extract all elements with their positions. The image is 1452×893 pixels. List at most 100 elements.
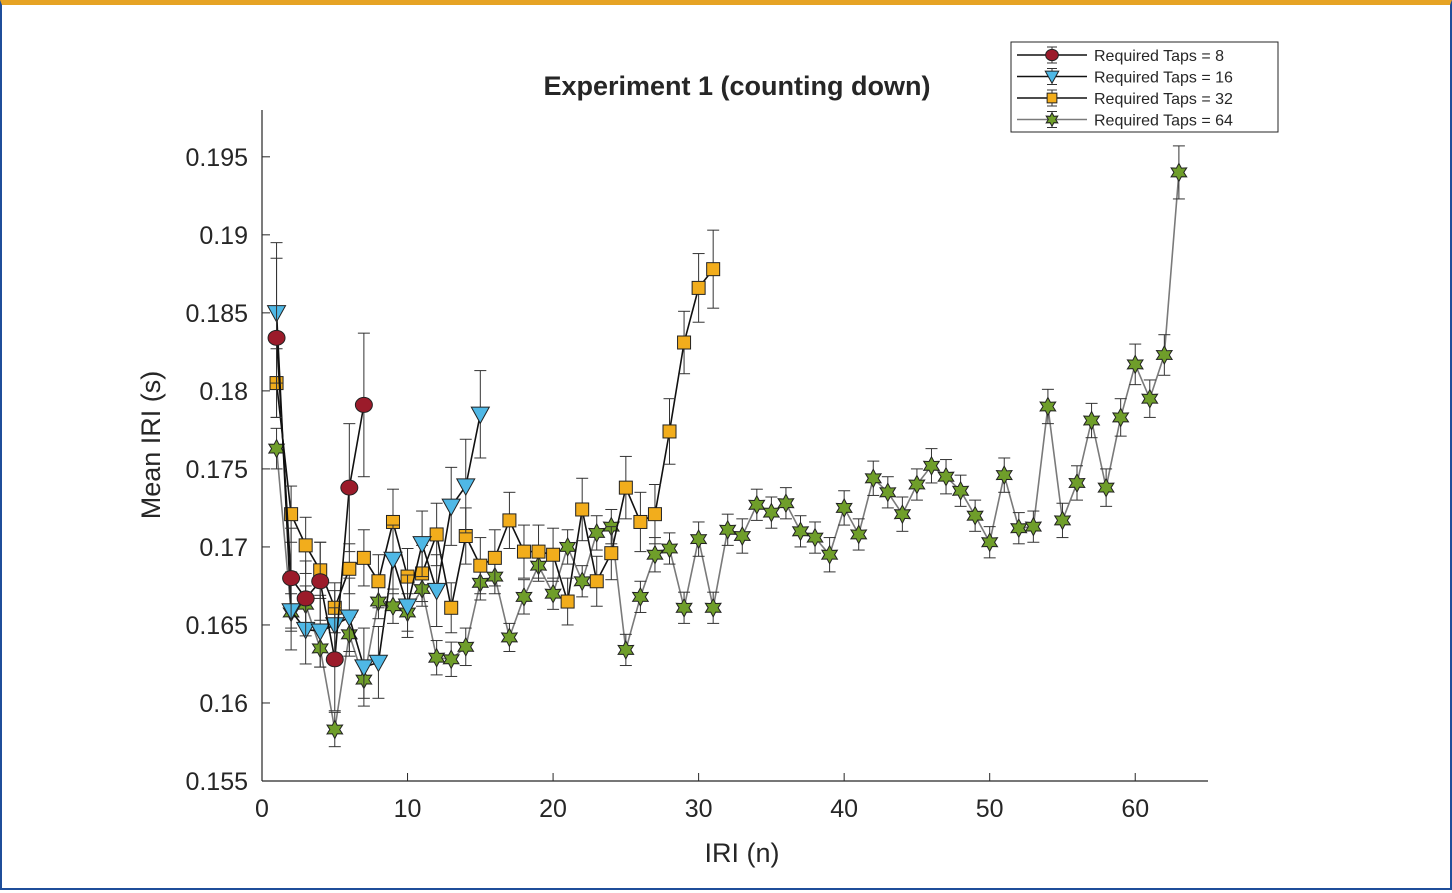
data-point: [777, 493, 795, 514]
legend-label: Required Taps = 32: [1094, 91, 1233, 108]
legend[interactable]: Required Taps = 8 Required Taps = 16 Requi…: [1010, 41, 1279, 133]
data-point: [677, 335, 692, 350]
data-point: [849, 524, 868, 545]
data-point: [587, 522, 606, 543]
data-point: [922, 455, 941, 476]
data-point: [487, 550, 502, 565]
data-point: [427, 647, 446, 668]
data-point: [326, 719, 344, 740]
data-point: [618, 480, 633, 495]
data-point: [296, 590, 315, 607]
data-point: [1155, 344, 1174, 366]
legend-marker: [1045, 48, 1059, 62]
data-point: [748, 494, 766, 515]
data-point: [267, 329, 286, 346]
data-point: [354, 396, 373, 413]
y-tick-label: 0.19: [199, 222, 248, 250]
series-line: [275, 172, 1180, 730]
y-tick-label: 0.18: [199, 378, 248, 406]
series-1: [267, 257, 373, 712]
chart-title: Experiment 1 (counting down): [543, 71, 930, 101]
data-point: [691, 280, 706, 295]
data-point: [893, 504, 912, 525]
data-point: [473, 558, 488, 573]
data-point: [354, 659, 374, 678]
data-point: [412, 536, 432, 554]
data-point: [1082, 410, 1101, 431]
data-point: [689, 529, 708, 550]
data-point: [575, 502, 590, 517]
data-point: [500, 627, 519, 648]
plot-series: [266, 145, 1188, 748]
y-tick-label: 0.165: [185, 612, 248, 640]
data-point: [311, 573, 330, 590]
y-tick-label: 0.16: [199, 690, 248, 718]
data-point: [879, 482, 897, 503]
legend-label: Required Taps = 16: [1094, 70, 1233, 87]
x-tick-label: 50: [976, 795, 1004, 823]
data-point: [1141, 388, 1159, 409]
data-point: [282, 570, 301, 587]
legend-label: Required Taps = 64: [1094, 113, 1233, 130]
data-point: [470, 406, 491, 425]
x-tick-label: 20: [539, 795, 567, 823]
y-axis: 0.155 0.16 0.165 0.17 0.175 0.18 0.185 0.19 0.19…: [185, 110, 270, 796]
data-point: [660, 538, 679, 559]
data-point: [646, 544, 664, 565]
data-point: [383, 551, 403, 570]
x-tick-label: 40: [830, 795, 858, 823]
data-point: [806, 527, 824, 548]
data-point: [429, 527, 444, 542]
data-point: [1126, 354, 1144, 375]
data-point: [516, 544, 531, 559]
legend-item: Required Taps = 16: [1017, 68, 1233, 87]
data-point: [546, 547, 561, 562]
data-point: [339, 609, 360, 628]
data-point: [820, 544, 839, 565]
data-point: [426, 582, 447, 601]
x-axis-label: IRI (n): [704, 838, 779, 868]
data-point: [325, 651, 344, 668]
data-point: [442, 649, 460, 670]
data-point: [1170, 162, 1188, 183]
data-point: [1053, 510, 1072, 531]
y-tick-label: 0.175: [185, 456, 248, 484]
data-point: [502, 513, 517, 528]
x-tick-label: 30: [685, 795, 713, 823]
data-point: [675, 597, 693, 618]
data-point: [966, 505, 984, 526]
legend-item: Required Taps = 8: [1017, 46, 1224, 65]
data-point: [995, 465, 1013, 486]
data-point: [604, 546, 619, 561]
data-point: [980, 532, 999, 553]
data-point: [356, 550, 371, 565]
data-point: [560, 594, 575, 609]
data-point: [368, 654, 389, 673]
data-point: [444, 600, 459, 615]
data-point: [531, 544, 546, 559]
data-point: [704, 597, 722, 618]
data-point: [791, 521, 810, 542]
data-point: [558, 536, 577, 557]
data-point: [310, 623, 331, 642]
data-point: [441, 498, 462, 517]
data-point: [633, 514, 648, 529]
data-point: [1039, 396, 1057, 417]
data-point: [662, 424, 677, 439]
data-point: [340, 479, 359, 496]
data-point: [1024, 516, 1043, 537]
x-tick-label: 10: [394, 795, 422, 823]
data-point: [951, 480, 970, 501]
legend-marker: [1046, 92, 1058, 104]
data-point: [457, 636, 475, 657]
y-tick-label: 0.17: [199, 534, 248, 562]
data-point: [1068, 472, 1086, 494]
legend-item: Required Taps = 32: [1017, 89, 1233, 108]
data-point: [298, 538, 313, 553]
data-point: [589, 574, 604, 589]
data-point: [718, 519, 737, 540]
x-tick-label: 60: [1121, 795, 1149, 823]
data-point: [706, 262, 721, 277]
x-axis: 0 10 20 30 40 50 60: [255, 773, 1208, 823]
